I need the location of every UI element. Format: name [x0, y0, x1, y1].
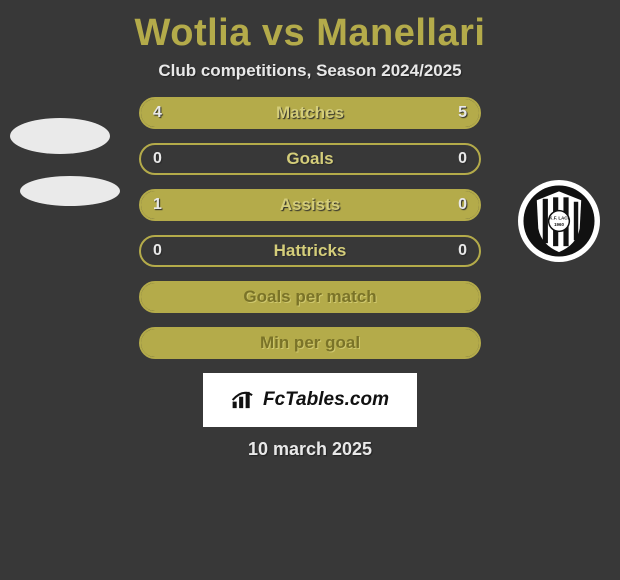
- right-club-badge: K.F. LACI 1960: [518, 180, 600, 262]
- bar-value-left: 1: [153, 191, 162, 219]
- stat-bar: Hattricks0 0: [139, 235, 481, 267]
- date-label: 10 march 2025: [0, 439, 620, 460]
- svg-text:K.F. LACI: K.F. LACI: [549, 216, 568, 221]
- bar-label: Goals per match: [141, 283, 479, 311]
- bar-value-left: 0: [153, 237, 162, 265]
- bar-label: Goals: [141, 145, 479, 173]
- bar-label: Assists: [141, 191, 479, 219]
- bar-chart-icon: [231, 389, 257, 411]
- stat-bar: Min per goal: [139, 327, 481, 359]
- stat-bar: Assists1 0: [139, 189, 481, 221]
- stat-bar: Matches4 5: [139, 97, 481, 129]
- page-subtitle: Club competitions, Season 2024/2025: [0, 61, 620, 81]
- stat-bar: Goals per match: [139, 281, 481, 313]
- bar-label: Matches: [141, 99, 479, 127]
- bar-value-right: 0: [458, 145, 467, 173]
- brand-box[interactable]: FcTables.com: [203, 373, 417, 427]
- svg-text:1960: 1960: [554, 222, 564, 227]
- bar-label: Min per goal: [141, 329, 479, 357]
- bar-label: Hattricks: [141, 237, 479, 265]
- bar-value-left: 4: [153, 99, 162, 127]
- bar-value-right: 5: [458, 99, 467, 127]
- bar-value-right: 0: [458, 237, 467, 265]
- stats-bar-list: Matches45Goals00Assists10Hattricks00Goal…: [139, 97, 481, 359]
- left-club-badge-2: [20, 176, 120, 206]
- page-title: Wotlia vs Manellari: [0, 0, 620, 61]
- brand-text: FcTables.com: [263, 389, 389, 411]
- stat-bar: Goals0 0: [139, 143, 481, 175]
- left-club-badge-1: [10, 118, 110, 154]
- bar-value-left: 0: [153, 145, 162, 173]
- shield-stripes-icon: K.F. LACI 1960: [522, 184, 596, 258]
- bar-value-right: 0: [458, 191, 467, 219]
